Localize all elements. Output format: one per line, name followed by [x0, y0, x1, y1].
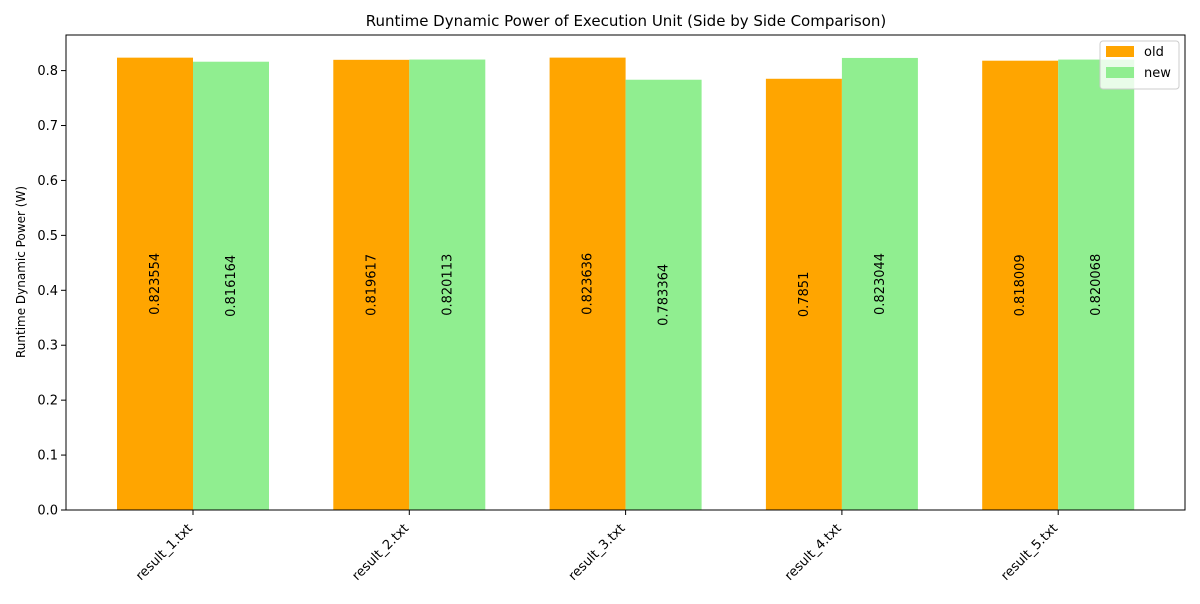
bar-old-1: [117, 57, 193, 510]
plot-frame: [65, 34, 1186, 511]
bar-new-3: [625, 79, 702, 511]
x-tick-label: result_3.txt: [566, 521, 629, 584]
y-tick-label: 0.8: [37, 64, 58, 79]
legend-label-old: old: [1144, 45, 1164, 60]
bar-new-5: [1058, 59, 1135, 511]
bar-value-label-old-3: 0.823636: [581, 253, 596, 315]
bar-old-4: [765, 78, 842, 511]
bar-value-label-new-2: 0.820113: [440, 254, 455, 316]
bar-new-2: [409, 59, 486, 511]
y-tick-label: 0.5: [37, 229, 58, 244]
y-axis: 0.0 0.1 0.2 0.3 0.4 0.5 0.6 0.7 0.8: [37, 64, 66, 519]
bar-value-label-new-1: 0.816164: [224, 255, 239, 317]
x-tick-label: result_5.txt: [998, 521, 1061, 584]
legend-label-new: new: [1144, 66, 1171, 81]
bar-value-label-old-5: 0.818009: [1013, 254, 1028, 316]
y-tick-label: 0.2: [37, 394, 58, 409]
bar-value-label-old-4: 0.7851: [797, 272, 812, 318]
x-tick-label: result_2.txt: [349, 521, 412, 584]
y-tick-label: 0.0: [37, 504, 58, 519]
y-tick-label: 0.4: [37, 284, 58, 299]
bar-value-label-new-4: 0.823044: [873, 253, 888, 315]
bars-layer: [117, 57, 1135, 511]
x-tick-label: result_1.txt: [133, 521, 196, 584]
x-axis: result_1.txt result_2.txt result_3.txt resu…: [133, 510, 1061, 584]
bar-value-label-old-1: 0.823554: [148, 253, 163, 315]
x-tick-label: result_4.txt: [782, 521, 845, 584]
legend: old new: [1099, 40, 1180, 90]
bar-new-4: [841, 57, 918, 510]
bar-labels-layer: 0.823554 0.819617 0.823636 0.7851 0.818009 0.…: [148, 253, 1104, 326]
y-tick-label: 0.6: [37, 174, 58, 189]
bar-old-5: [982, 60, 1059, 511]
bar-value-label-new-3: 0.783364: [657, 264, 672, 326]
y-tick-label: 0.1: [37, 449, 58, 464]
y-axis-label: Runtime Dynamic Power (W): [14, 186, 28, 358]
chart-title: Runtime Dynamic Power of Execution Unit …: [366, 12, 886, 30]
bar-old-2: [333, 59, 410, 511]
bar-value-label-old-2: 0.819617: [364, 254, 379, 316]
bar-value-label-new-5: 0.820068: [1089, 254, 1104, 316]
bar-old-3: [549, 57, 626, 510]
legend-swatch-old: [1106, 46, 1134, 57]
y-tick-label: 0.3: [37, 339, 58, 354]
legend-swatch-new: [1106, 67, 1134, 78]
bar-new-1: [193, 61, 269, 510]
y-tick-label: 0.7: [37, 119, 58, 134]
